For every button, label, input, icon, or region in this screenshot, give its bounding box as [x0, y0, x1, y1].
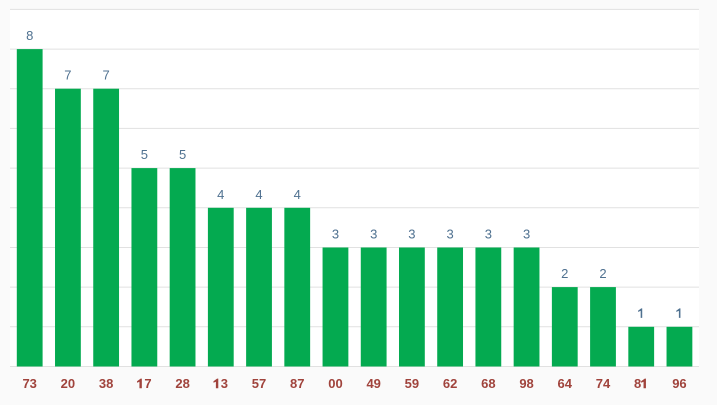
svg-text:20: 20 [61, 376, 75, 391]
svg-text:74: 74 [596, 376, 611, 391]
svg-text:2: 2 [561, 266, 568, 281]
svg-text:4: 4 [217, 187, 224, 202]
svg-text:8: 8 [634, 376, 641, 391]
svg-text:00: 00 [328, 376, 342, 391]
svg-text:28: 28 [175, 376, 189, 391]
svg-text:3: 3 [447, 227, 454, 242]
svg-text:98: 98 [519, 376, 533, 391]
svg-text:4: 4 [255, 187, 262, 202]
svg-text:7: 7 [103, 68, 110, 83]
svg-text:5: 5 [141, 147, 148, 162]
svg-text:5: 5 [179, 147, 186, 162]
svg-text:62: 62 [443, 376, 457, 391]
svg-text:3: 3 [221, 376, 228, 391]
svg-text:87: 87 [290, 376, 304, 391]
svg-text:3: 3 [408, 227, 415, 242]
svg-text:73: 73 [22, 376, 36, 391]
svg-text:4: 4 [294, 187, 301, 202]
svg-text:3: 3 [485, 227, 492, 242]
svg-text:49: 49 [366, 376, 380, 391]
svg-text:3: 3 [332, 227, 339, 242]
svg-text:38: 38 [99, 376, 113, 391]
svg-text:59: 59 [405, 376, 419, 391]
svg-text:3: 3 [523, 227, 530, 242]
svg-text:68: 68 [481, 376, 495, 391]
svg-text:57: 57 [252, 376, 266, 391]
svg-text:8: 8 [26, 28, 33, 43]
svg-text:64: 64 [558, 376, 573, 391]
svg-text:2: 2 [599, 266, 606, 281]
svg-text:7: 7 [144, 376, 151, 391]
svg-text:7: 7 [64, 68, 71, 83]
svg-text:96: 96 [672, 376, 686, 391]
svg-text:3: 3 [370, 227, 377, 242]
